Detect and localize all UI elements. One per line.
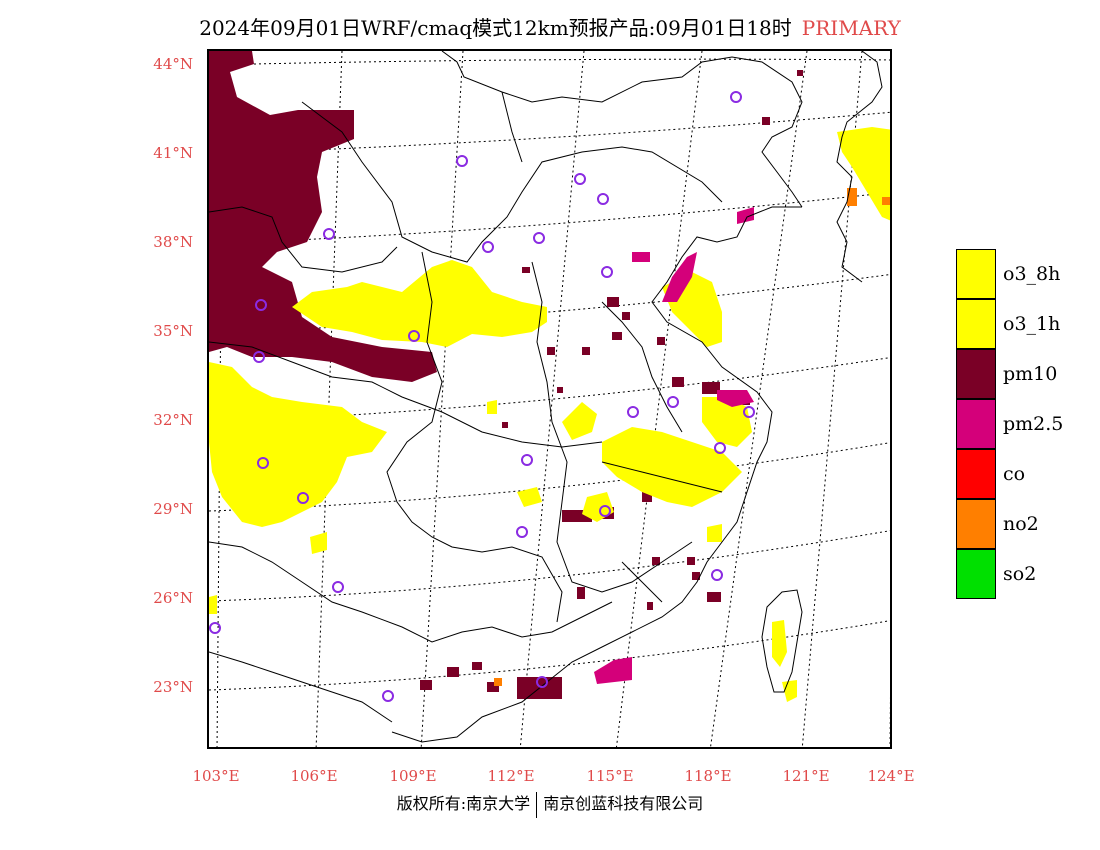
lat-label-41: 41°N: [153, 144, 193, 162]
pm25-regions: [594, 207, 754, 684]
legend-swatch: [956, 499, 996, 549]
map-area: [207, 49, 892, 749]
legend-swatch: [956, 349, 996, 399]
lat-label-23: 23°N: [153, 678, 193, 696]
title-main: 2024年09月01日WRF/cmaq模式12km预报产品:09月01日18时: [199, 16, 792, 40]
copyright-footer: 版权所有:南京大学 南京创蓝科技有限公司: [0, 790, 1100, 818]
lon-label-106: 106°E: [290, 767, 338, 785]
legend-label: o3_8h: [1003, 263, 1061, 285]
title-tag: PRIMARY: [801, 16, 901, 40]
footer-left: 版权所有:南京大学: [396, 794, 531, 813]
latitude-gridlines: [209, 58, 890, 691]
lat-label-38: 38°N: [153, 233, 193, 251]
legend-label: so2: [1003, 563, 1037, 585]
lat-label-26: 26°N: [153, 589, 193, 607]
legend-swatch: [956, 299, 996, 349]
footer-right: 南京创蓝科技有限公司: [543, 794, 704, 813]
legend-label: co: [1003, 463, 1026, 485]
legend-label: o3_1h: [1003, 313, 1061, 335]
map-canvas: [209, 51, 890, 747]
lon-label-103: 103°E: [192, 767, 240, 785]
no2-regions: [494, 188, 890, 686]
lon-label-118: 118°E: [684, 767, 732, 785]
lat-label-44: 44°N: [153, 55, 193, 73]
lat-label-35: 35°N: [153, 322, 193, 340]
legend-swatch: [956, 249, 996, 299]
lon-label-109: 109°E: [389, 767, 437, 785]
legend-swatch: [956, 399, 996, 449]
lon-label-121: 121°E: [782, 767, 830, 785]
legend-label: pm10: [1003, 363, 1058, 385]
lat-label-29: 29°N: [153, 500, 193, 518]
station-markers: [209, 91, 755, 702]
pm10-regions: [209, 51, 803, 699]
legend-label: pm2.5: [1003, 413, 1064, 435]
legend-label: no2: [1003, 513, 1039, 535]
legend-swatch: [956, 549, 996, 599]
lon-label-112: 112°E: [487, 767, 535, 785]
lat-label-32: 32°N: [153, 411, 193, 429]
map-title: 2024年09月01日WRF/cmaq模式12km预报产品:09月01日18时 P…: [0, 12, 1100, 41]
legend-swatch: [956, 449, 996, 499]
boundary-lines: [209, 51, 883, 743]
lon-label-124: 124°E: [867, 767, 915, 785]
lon-label-115: 115°E: [586, 767, 634, 785]
footer-divider: [536, 791, 538, 818]
